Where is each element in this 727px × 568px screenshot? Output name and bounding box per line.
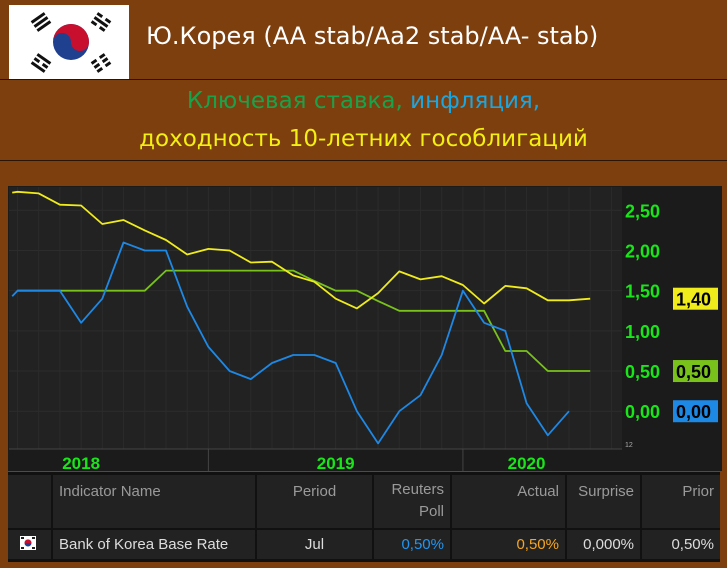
divider bbox=[0, 160, 727, 161]
y-tick-label: 2,00 bbox=[625, 241, 660, 261]
header-prior[interactable]: Prior bbox=[642, 475, 720, 528]
last-value-label: 0,50 bbox=[676, 362, 711, 382]
korea-flag-icon bbox=[20, 536, 36, 550]
last-value-label: 0,00 bbox=[676, 402, 711, 422]
header-indicator-name[interactable]: Indicator Name bbox=[53, 475, 255, 528]
last-value-label: 1,40 bbox=[676, 290, 711, 310]
x-tick-label: 2020 bbox=[508, 454, 546, 471]
series-line-inflation bbox=[11, 241, 570, 445]
header-flag-cell bbox=[8, 475, 51, 528]
last-value-badge bbox=[673, 287, 718, 310]
header-actual[interactable]: Actual bbox=[452, 475, 565, 528]
indicator-table: Indicator Name Period Reuters Poll Actua… bbox=[8, 472, 720, 562]
indicator-name[interactable]: Bank of Korea Base Rate bbox=[53, 530, 255, 559]
y-tick-label: 1,50 bbox=[625, 282, 660, 302]
header-surprise[interactable]: Surprise bbox=[567, 475, 640, 528]
x-tick-label: 2018 bbox=[62, 454, 100, 471]
subtitle-line-1: Ключевая ставка, инфляция, bbox=[0, 88, 727, 114]
y-tick-label: 0,50 bbox=[625, 362, 660, 382]
x-tick-label: 2019 bbox=[317, 454, 355, 471]
series-line-key-rate bbox=[17, 269, 591, 372]
actual-value: 0,50% bbox=[452, 530, 565, 559]
y-tick-label: 2,50 bbox=[625, 201, 660, 221]
surprise-value: 0,000% bbox=[567, 530, 640, 559]
divider bbox=[0, 79, 727, 80]
legend-inflation: инфляция, bbox=[410, 88, 541, 114]
header-reuters-poll[interactable]: Reuters Poll bbox=[374, 475, 450, 528]
y-tick-label: 0,00 bbox=[625, 402, 660, 422]
reuters-poll-value: 0,50% bbox=[374, 530, 450, 559]
south-korea-flag bbox=[9, 5, 129, 80]
page-title: Ю.Корея (AA stab/Aa2 stab/AA- stab) bbox=[146, 22, 599, 50]
plot-area bbox=[9, 187, 622, 449]
series-line-yield bbox=[12, 190, 591, 310]
period-value: Jul bbox=[257, 530, 372, 559]
prior-value: 0,50% bbox=[642, 530, 720, 559]
last-value-badge bbox=[673, 360, 718, 383]
corner-label: 12 bbox=[625, 442, 633, 449]
legend-yield: доходность 10-летних гособлигаций bbox=[139, 126, 588, 152]
last-value-badge bbox=[673, 400, 718, 423]
row-flag-cell bbox=[8, 530, 51, 559]
y-tick-label: 1,00 bbox=[625, 322, 660, 342]
legend-key-rate: Ключевая ставка, bbox=[186, 88, 403, 114]
header-period[interactable]: Period bbox=[257, 475, 372, 528]
line-chart: 2018 2019 2020 2,50 2,00 1,50 1,00 0,50 0,00 12 0,… bbox=[8, 186, 722, 471]
